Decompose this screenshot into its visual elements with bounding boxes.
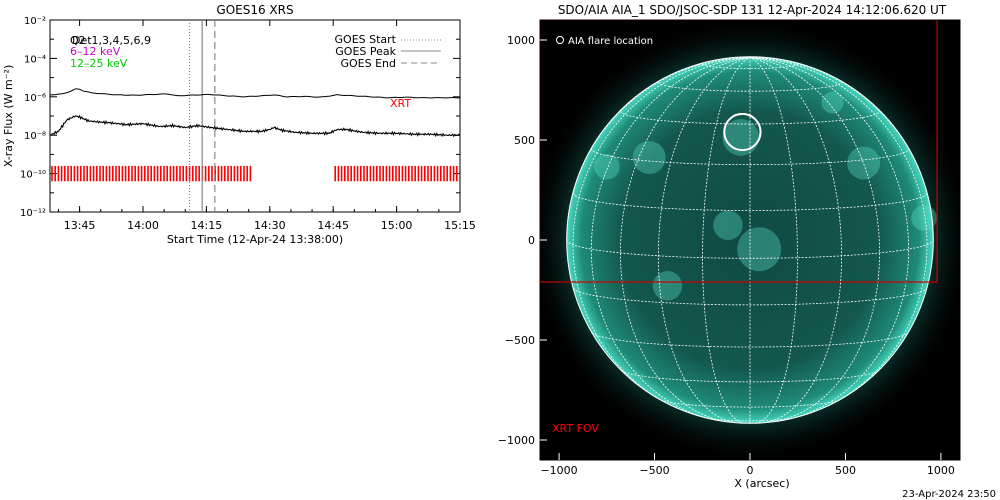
goes-x-tick-label: 15:15 bbox=[444, 219, 476, 232]
grid-parallel bbox=[566, 239, 934, 259]
aia-x-tick-label: 1000 bbox=[927, 464, 955, 477]
goes-y-tick-label: 10⁻⁴ bbox=[24, 54, 46, 65]
grid-meridian bbox=[749, 57, 928, 409]
goes-y-tick-label: 10⁻² bbox=[24, 16, 46, 27]
detector-legend-line-3: 12–25 keV bbox=[70, 57, 128, 70]
aia-x-axis-label: X (arcsec) bbox=[734, 477, 789, 490]
active-region-glow bbox=[737, 227, 782, 272]
aia-x-tick-label: −500 bbox=[639, 464, 669, 477]
aia-plot-title: SDO/AIA AIA_1 SDO/JSOC-SDP 131 12-Apr-20… bbox=[558, 3, 947, 17]
goes-x-tick-label: 14:30 bbox=[254, 219, 286, 232]
goes-flux-series bbox=[50, 88, 460, 99]
grid-parallel bbox=[572, 192, 928, 211]
grid-parallel bbox=[620, 110, 880, 125]
aia-x-tick-label: 0 bbox=[747, 464, 754, 477]
active-region-glow bbox=[911, 205, 937, 231]
goes-x-tick-label: 15:00 bbox=[381, 219, 413, 232]
goes-x-tick-label: 14:15 bbox=[191, 219, 223, 232]
active-region-glow bbox=[713, 210, 743, 240]
goes-plot-title: GOES16 XRS bbox=[216, 3, 293, 17]
active-region-glow bbox=[632, 141, 666, 174]
xrt-fov-box bbox=[540, 20, 938, 283]
grid-parallel bbox=[706, 417, 794, 422]
heliographic-grid bbox=[566, 57, 934, 424]
goes-event-lines bbox=[188, 20, 216, 212]
goes-xrs-plot: GOES16 XRS 13:45 14:00 14:15 14:30 14:45 15:0… bbox=[2, 3, 476, 246]
goes-y-tick-label: 10⁻⁸ bbox=[24, 131, 46, 142]
goes-flux-curves bbox=[50, 88, 460, 138]
goes-x-tick-label: 14:45 bbox=[317, 219, 349, 232]
aia-x-tick-label: 500 bbox=[835, 464, 856, 477]
legend-goes-end-label: GOES End bbox=[340, 57, 396, 70]
grid-meridian bbox=[749, 57, 881, 423]
goes-x-axis-label: Start Time (12-Apr-24 13:38:00) bbox=[167, 233, 343, 246]
goes-y-tick-label: 10⁻¹⁰ bbox=[20, 170, 46, 181]
grid-parallel bbox=[620, 369, 880, 383]
grid-parallel bbox=[591, 332, 909, 348]
aia-y-tick-label: 500 bbox=[514, 134, 535, 147]
detector-legend-line-2: 6–12 keV bbox=[70, 45, 121, 58]
grid-parallel bbox=[660, 399, 840, 408]
xrt-observation-bars bbox=[51, 165, 460, 182]
aia-image-plot: SDO/AIA AIA_1 SDO/JSOC-SDP 131 12-Apr-20… bbox=[498, 3, 961, 490]
aia-axes-ticks: −1000 −500 0 500 1000 −1000 −500 0 500 1000 bbox=[498, 34, 955, 477]
footer-timestamp: 23-Apr-2024 23:50 bbox=[902, 489, 996, 500]
grid-parallel bbox=[572, 287, 928, 306]
detector-legend-line-1: Det1,3,4,5,6,9 bbox=[72, 34, 151, 47]
flare-location-marker bbox=[723, 112, 762, 152]
goes-x-tick-label: 14:00 bbox=[127, 219, 159, 232]
grid-meridian bbox=[590, 57, 751, 421]
aia-y-tick-label: −1000 bbox=[498, 434, 535, 447]
detector-legend-overlap: Q2 bbox=[70, 34, 86, 47]
flare-legend-symbol bbox=[556, 36, 564, 44]
grid-parallel bbox=[658, 82, 842, 92]
legend-goes-peak-label: GOES Peak bbox=[335, 45, 396, 58]
grid-meridian bbox=[658, 57, 751, 423]
active-region-glow bbox=[821, 91, 844, 114]
grid-meridian bbox=[619, 57, 751, 423]
goes-flux-series bbox=[50, 114, 460, 138]
grid-meridian bbox=[572, 57, 751, 409]
flare-legend-label: AIA flare location bbox=[568, 36, 653, 47]
active-region-glow bbox=[847, 146, 881, 180]
goes-y-axis-label: X-ray Flux (W m⁻²) bbox=[2, 65, 15, 167]
aia-y-tick-label: −500 bbox=[505, 334, 535, 347]
grid-meridian bbox=[749, 57, 910, 421]
detector-legend: Q2 Det1,3,4,5,6,9 6–12 keV 12–25 keV bbox=[70, 34, 151, 70]
active-region-glow bbox=[652, 271, 683, 301]
goes-y-tick-label: 10⁻⁶ bbox=[24, 93, 46, 104]
grid-parallel bbox=[702, 63, 798, 69]
grid-parallel bbox=[590, 148, 910, 166]
aia-y-tick-label: 1000 bbox=[507, 34, 535, 47]
active-region-glow bbox=[594, 153, 620, 180]
goes-y-tick-label: 10⁻¹² bbox=[20, 208, 46, 219]
goes-x-tick-label: 13:45 bbox=[64, 219, 96, 232]
solar-limb bbox=[566, 56, 934, 424]
goes-markers-legend: GOES Start GOES Peak GOES End bbox=[335, 33, 441, 70]
xrt-label: XRT bbox=[390, 97, 411, 110]
aia-y-tick-label: 0 bbox=[528, 234, 535, 247]
aia-x-tick-label: −1000 bbox=[540, 464, 577, 477]
xrt-fov-label: XRT FOV bbox=[552, 422, 599, 435]
grid-meridian bbox=[749, 57, 842, 423]
legend-goes-start-label: GOES Start bbox=[335, 33, 397, 46]
goes-plot-frame bbox=[49, 19, 461, 213]
